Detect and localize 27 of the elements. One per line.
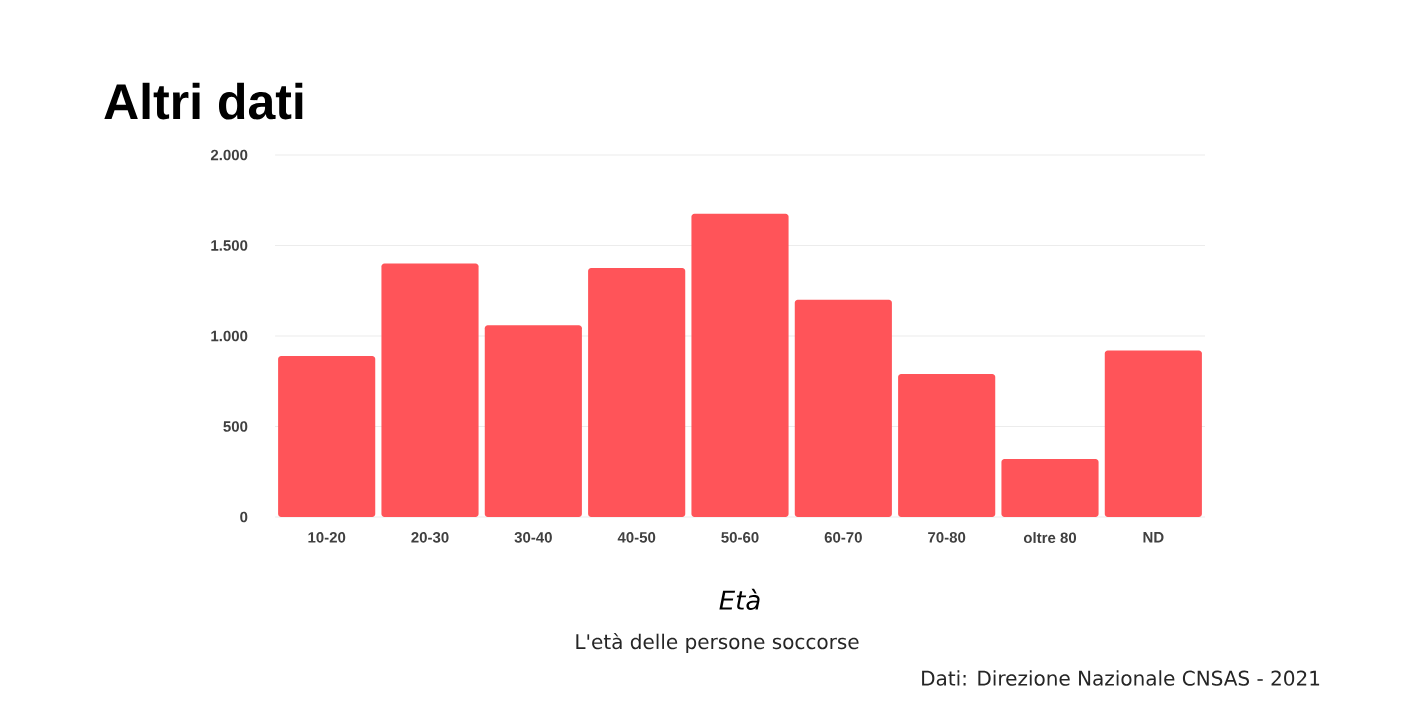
y-tick-label: 500 bbox=[223, 421, 248, 432]
bar bbox=[278, 355, 376, 517]
text: Dati: Direzione Nazionale CNSAS - 2021 bbox=[922, 670, 1320, 686]
x-tick-label: 70-80 bbox=[928, 532, 966, 543]
bar bbox=[794, 299, 892, 517]
bar bbox=[484, 325, 582, 517]
x-tick-label: oltre 80 bbox=[1023, 532, 1077, 544]
y-tick-label: 0 bbox=[240, 511, 248, 523]
bar bbox=[381, 263, 479, 517]
x-tick-label: 50-60 bbox=[721, 532, 759, 543]
x-tick-label: 20-30 bbox=[411, 532, 449, 543]
bar bbox=[1001, 459, 1099, 517]
bar bbox=[898, 374, 996, 517]
y-tick-label: 1.000 bbox=[211, 330, 248, 342]
y-tick-label: 2.000 bbox=[210, 149, 248, 161]
x-tick-label: ND bbox=[1143, 532, 1164, 543]
x-axis-title: Età bbox=[719, 588, 760, 610]
x-tick-label: 10-20 bbox=[308, 532, 346, 543]
x-tick-label: 40-50 bbox=[617, 532, 656, 543]
bar bbox=[1104, 350, 1202, 517]
chart-title: Altri dati bbox=[104, 82, 303, 120]
bar bbox=[691, 213, 789, 517]
bar bbox=[588, 268, 686, 517]
text: L'età delle persone soccorse bbox=[576, 632, 859, 654]
y-tick-label: 1.500 bbox=[211, 240, 248, 251]
x-tick-label: 60-70 bbox=[824, 532, 862, 543]
x-tick-label: 30-40 bbox=[514, 532, 552, 543]
